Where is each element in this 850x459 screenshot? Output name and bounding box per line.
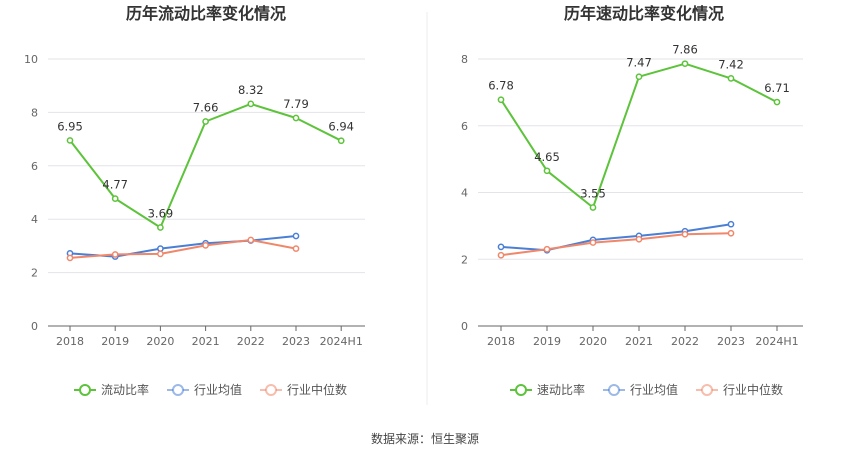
data-point [681,230,689,238]
y-tick-label: 10 [24,53,38,66]
legend-item-3: 行业中位数 [696,382,783,397]
legend-item-3: 行业中位数 [260,382,347,397]
x-tick-label: 2021 [192,335,220,348]
data-label: 3.69 [148,206,174,220]
chart-panel-1: 历年流动比率变化情况 0 2 4 6 8 10 2018 2019 2020 2021 2022 202… [24,4,365,397]
series-line-1 [500,62,778,209]
data-label: 8.32 [238,83,264,97]
data-label: 7.79 [283,97,309,111]
chart-title: 历年速动比率变化情况 [564,4,724,23]
data-point [247,236,255,244]
data-point [337,137,345,145]
data-label: 3.55 [580,187,606,201]
x-tick-label: 2019 [533,335,561,348]
data-point [292,245,300,252]
x-tick-label: 2018 [487,335,515,348]
y-tick-label: 2 [461,253,468,266]
series-line-2 [69,235,297,258]
data-point [681,60,689,68]
legend-marker [608,384,620,396]
data-point [66,137,74,144]
data-label: 7.86 [672,43,698,57]
y-tick-label: 0 [461,320,468,333]
y-tick-label: 0 [31,320,38,333]
data-point [111,195,119,202]
data-label: 6.95 [57,119,83,133]
x-tick-label: 2020 [146,335,174,348]
y-tick-label: 8 [31,106,38,119]
x-tick-label: 2020 [579,335,607,348]
data-point [543,245,551,253]
data-label: 4.77 [102,178,128,192]
data-point [292,114,300,122]
data-label: 6.94 [328,120,354,134]
data-point [157,245,164,252]
x-tick-label: 2018 [56,335,84,348]
data-source: 数据来源：恒生聚源 [371,431,479,446]
data-point [66,254,74,262]
series-line-3 [500,232,732,257]
legend-label: 行业均值 [194,382,242,397]
legend-label: 速动比率 [537,382,585,397]
y-tick-label: 6 [461,120,468,133]
x-tick-label: 2022 [237,335,265,348]
data-point [157,250,164,258]
legend-item-1: 速动比率 [510,382,585,397]
data-point [202,118,209,125]
data-point [111,251,119,258]
legend-item-2: 行业均值 [603,382,678,397]
y-tick-label: 4 [31,213,38,226]
legend-label: 行业中位数 [723,382,783,397]
x-tick-label: 2021 [625,335,653,348]
data-point [773,98,781,106]
y-tick-label: 2 [31,267,38,280]
data-point [543,167,551,175]
legend-label: 行业均值 [630,382,678,397]
data-point [247,100,255,108]
data-point [727,229,735,237]
chart-panel-2: 历年速动比率变化情况 0 2 4 6 8 2018 2019 2020 2021 2022 2023 2… [461,4,803,397]
legend-label: 行业中位数 [287,382,347,397]
data-point [202,242,209,249]
data-point [497,251,505,259]
data-label: 6.78 [488,79,514,93]
chart-title: 历年流动比率变化情况 [126,4,286,23]
legend-marker [701,384,713,396]
x-tick-label: 2022 [671,335,699,348]
legend-item-1: 流动比率 [74,382,149,397]
data-label: 7.47 [626,56,652,70]
x-tick-label: 2024H1 [755,335,798,348]
data-point [497,96,505,104]
data-label: 7.66 [193,100,219,114]
data-point [635,235,643,243]
series-line-3 [69,239,297,259]
legend-marker [515,384,527,396]
data-point [727,220,735,228]
data-point [497,243,505,251]
x-tick-label: 2023 [717,335,745,348]
y-tick-label: 8 [461,53,468,66]
legend-marker [79,384,91,396]
x-tick-label: 2019 [101,335,129,348]
legend-marker [265,384,277,396]
data-point [292,232,300,240]
data-point [635,73,643,81]
legend-marker [172,384,184,396]
data-point [589,239,597,246]
x-tick-label: 2024H1 [320,335,363,348]
legend-label: 流动比率 [101,382,149,397]
data-point [589,204,597,211]
data-point [157,224,164,231]
y-tick-label: 4 [461,187,468,200]
data-label: 6.71 [764,81,790,95]
data-label: 4.65 [534,150,560,164]
x-tick-label: 2023 [282,335,310,348]
y-tick-label: 6 [31,160,38,173]
data-label: 7.42 [718,57,744,71]
data-point [727,75,735,82]
series-line-2 [500,223,732,252]
legend-item-2: 行业均值 [167,382,242,397]
